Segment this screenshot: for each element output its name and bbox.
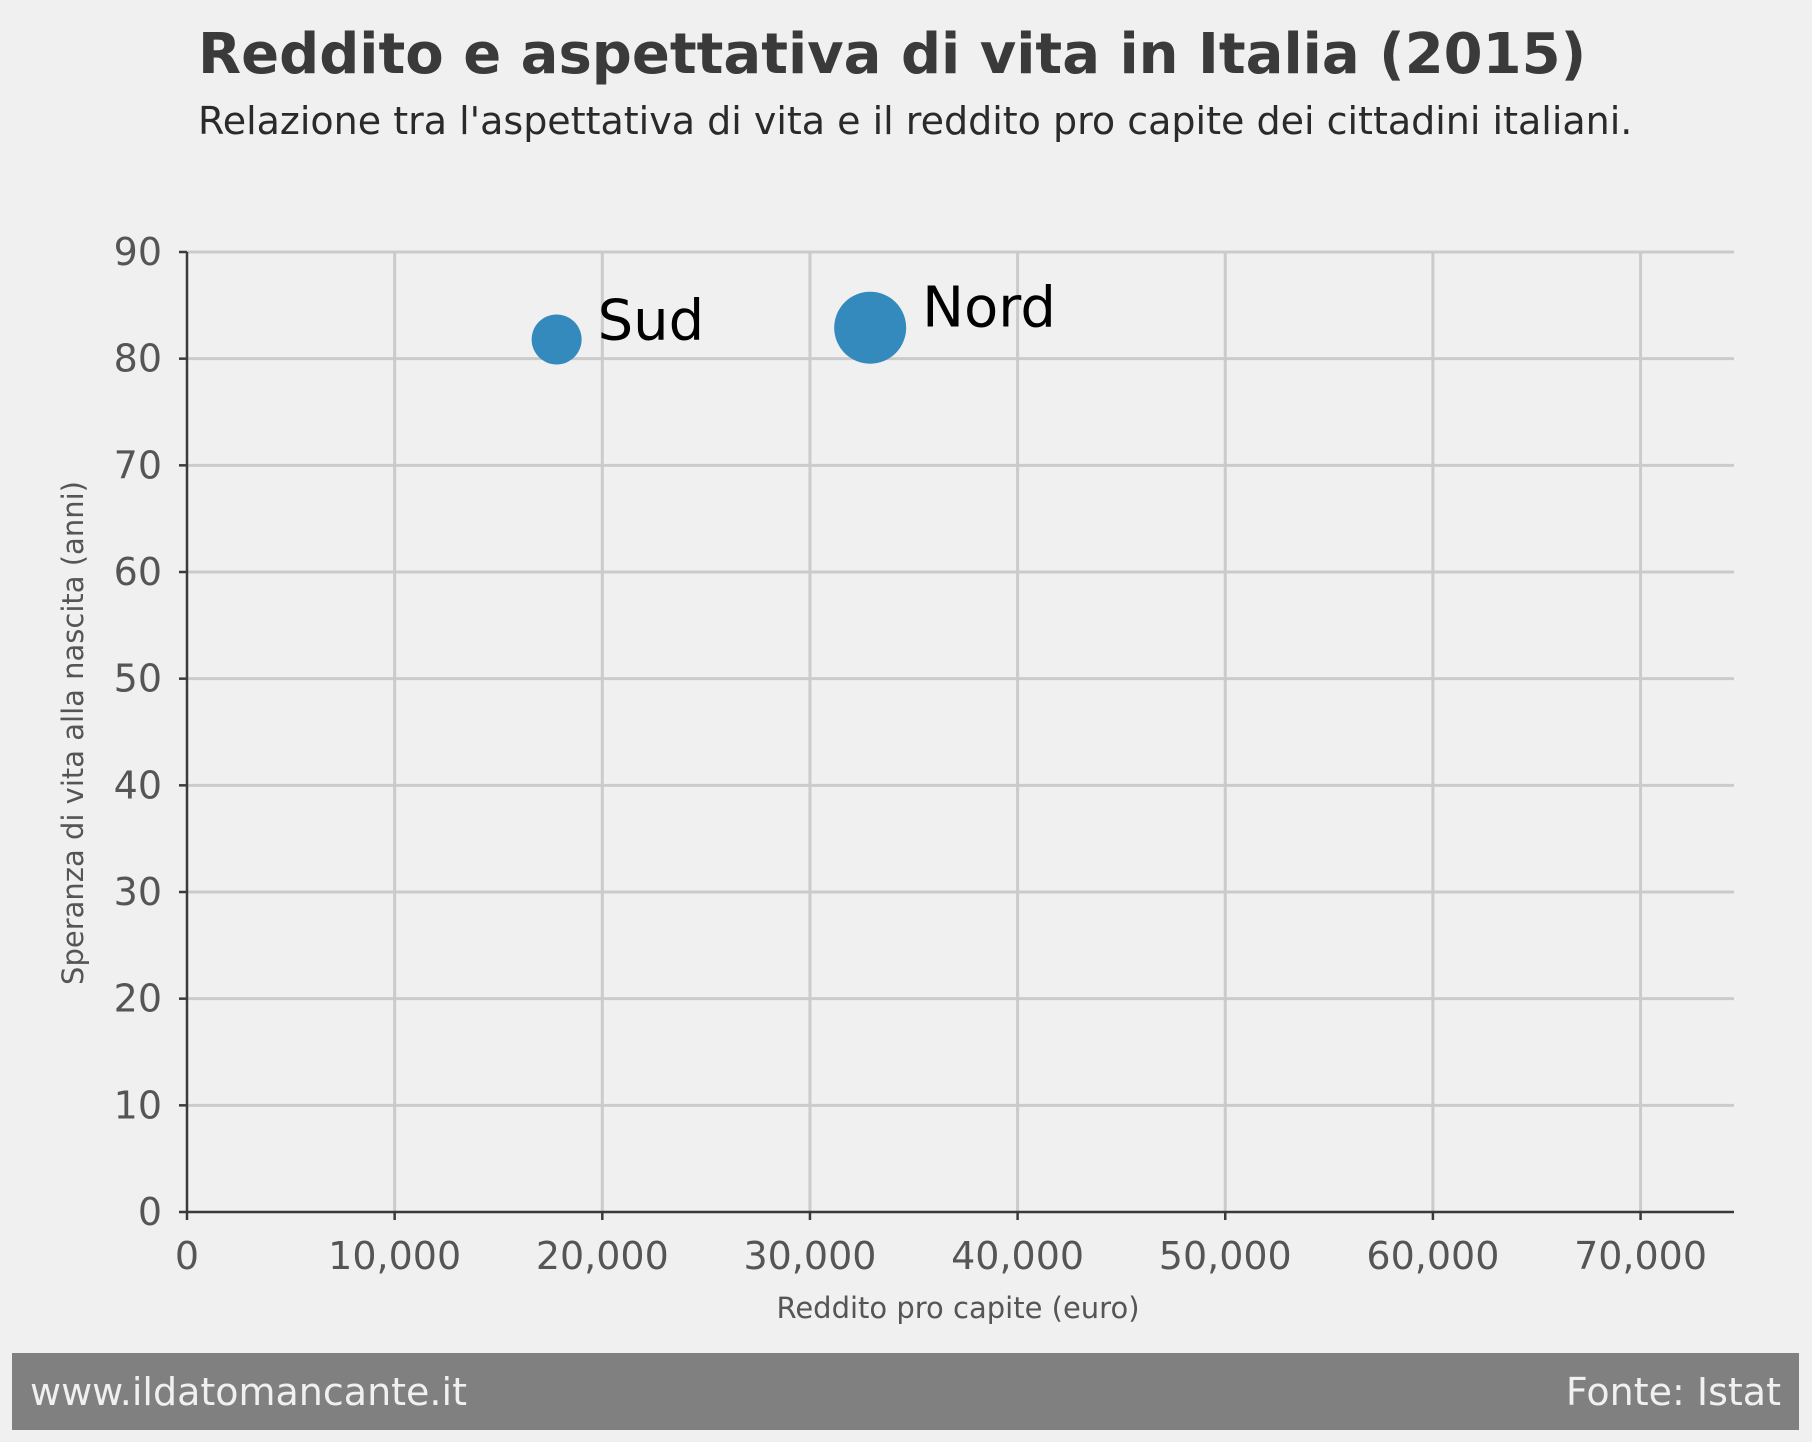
- x-tick-label: 60,000: [1366, 1234, 1499, 1278]
- y-tick-label: 40: [114, 763, 162, 807]
- y-tick-label: 60: [114, 550, 162, 594]
- y-axis-label: Speranza di vita alla nascita (anni): [56, 481, 90, 985]
- x-tick-label: 50,000: [1159, 1234, 1292, 1278]
- chart-subtitle: Relazione tra l'aspettativa di vita e il…: [198, 99, 1633, 143]
- data-points: Sud Nord: [531, 276, 1056, 365]
- y-tick-label: 0: [138, 1190, 162, 1234]
- data-label-nord: Nord: [922, 276, 1056, 341]
- data-point-sud: [531, 314, 582, 365]
- y-tick-label: 70: [114, 443, 162, 487]
- tick-labels: 0 10 20 30 40 50 60 70 80 90 0 10,000 20,000 30,000 40…: [114, 230, 1707, 1278]
- footer-source: Fonte: Istat: [1565, 1369, 1781, 1414]
- x-tick-label: 20,000: [536, 1234, 669, 1278]
- y-tick-label: 10: [114, 1083, 162, 1127]
- x-tick-label: 10,000: [328, 1234, 461, 1278]
- x-tick-label: 30,000: [743, 1234, 876, 1278]
- footer-website: www.ildatomancante.it: [30, 1369, 467, 1414]
- x-axis-label: Reddito pro capite (euro): [776, 1291, 1139, 1325]
- footer-bar: www.ildatomancante.it Fonte: Istat: [12, 1353, 1799, 1430]
- data-point-nord: [834, 291, 907, 364]
- x-tick-label: 40,000: [951, 1234, 1084, 1278]
- axes: [179, 250, 1734, 1220]
- chart-title: Reddito e aspettativa di vita in Italia …: [198, 22, 1587, 87]
- y-tick-label: 20: [114, 977, 162, 1021]
- y-tick-label: 90: [114, 230, 162, 274]
- data-label-sud: Sud: [598, 288, 705, 353]
- x-tick-label: 70,000: [1574, 1234, 1707, 1278]
- y-tick-label: 30: [114, 870, 162, 914]
- x-tick-label: 0: [175, 1234, 199, 1278]
- y-tick-label: 80: [114, 337, 162, 381]
- y-tick-label: 50: [114, 657, 162, 701]
- grid-lines: [187, 250, 1734, 1212]
